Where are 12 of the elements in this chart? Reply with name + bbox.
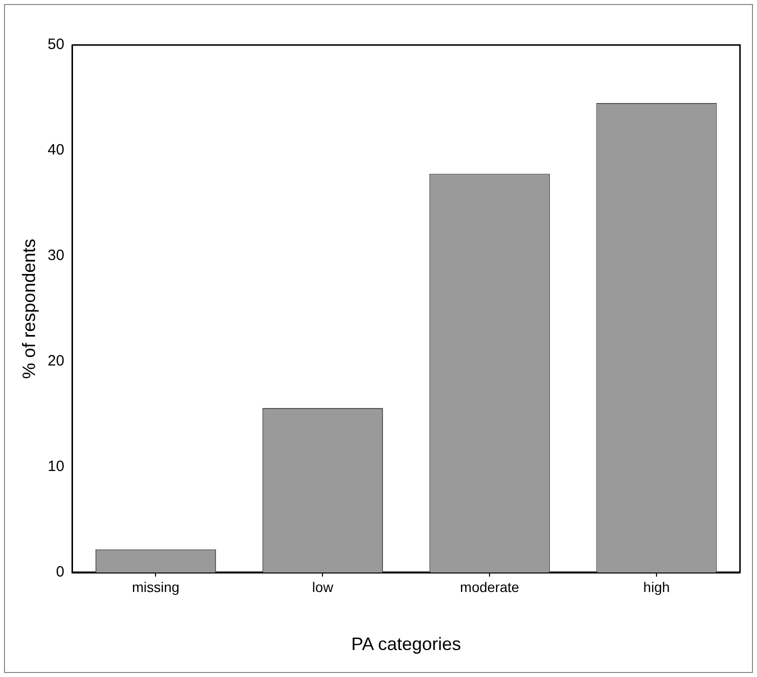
y-tick-label: 50 (48, 36, 64, 54)
x-tick-label: low (312, 578, 334, 595)
x-axis-title: PA categories (351, 634, 462, 654)
x-tick-label: high (643, 578, 670, 595)
y-tick-label: 0 (56, 564, 64, 581)
y-tick-label: 40 (48, 142, 64, 159)
x-tick-label: missing (132, 578, 180, 595)
y-tick-label: 10 (48, 458, 64, 476)
y-tick-label: 20 (48, 352, 64, 370)
x-tick-label: moderate (460, 578, 520, 595)
y-tick-label: 30 (48, 247, 64, 264)
y-axis-title: % of respondents (18, 238, 39, 379)
